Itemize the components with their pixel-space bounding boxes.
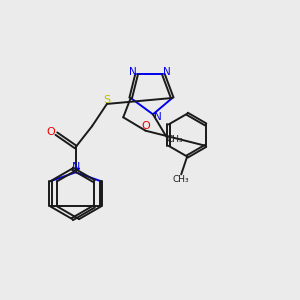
Text: O: O [46,127,56,137]
Text: N: N [129,67,136,77]
Text: CH₃: CH₃ [167,134,183,143]
Text: S: S [103,95,110,105]
Text: CH₃: CH₃ [173,175,190,184]
Text: N: N [164,67,171,77]
Text: N: N [154,112,162,122]
Text: N: N [71,162,80,172]
Text: O: O [142,121,151,131]
